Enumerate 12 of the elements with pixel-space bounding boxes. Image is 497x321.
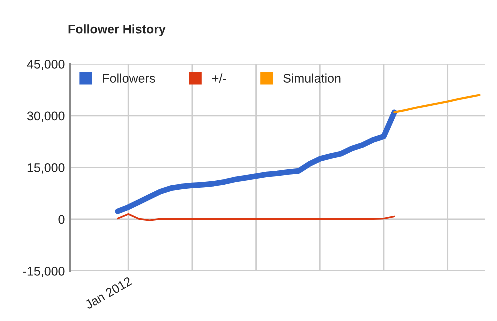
line-series bbox=[117, 213, 396, 222]
legend-label: Followers bbox=[103, 74, 156, 83]
legend-label: +/- bbox=[212, 74, 226, 83]
legend-label: Simulation bbox=[284, 74, 341, 83]
y-tick-label: -15,000 bbox=[23, 267, 65, 278]
chart-title: Follower History bbox=[68, 24, 166, 36]
x-tick-label: Jan 2012 bbox=[84, 276, 133, 310]
line-series bbox=[394, 94, 481, 114]
y-tick-label: 45,000 bbox=[27, 60, 65, 70]
y-tick-label: 30,000 bbox=[27, 112, 65, 122]
y-tick-label: 15,000 bbox=[28, 164, 65, 174]
y-tick-label: 0 bbox=[58, 215, 65, 224]
